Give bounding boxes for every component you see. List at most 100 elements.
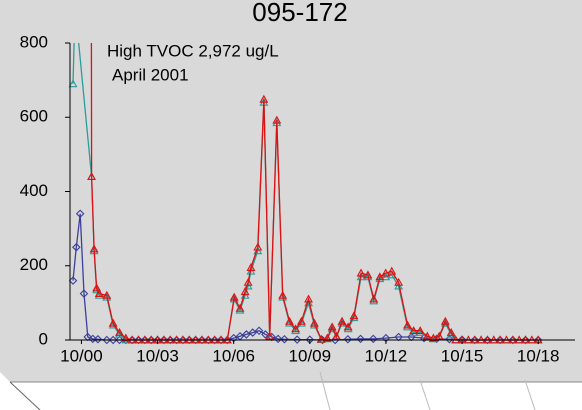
x-tick-label: 10/09 (289, 346, 332, 365)
data-point (521, 335, 530, 345)
annotation: High TVOC 2,972 ug/L (107, 41, 279, 60)
data-point (210, 335, 219, 345)
data-point (191, 335, 200, 345)
data-point (327, 322, 337, 331)
floor-line (319, 371, 331, 410)
data-point (381, 272, 391, 281)
data-point (83, 332, 93, 342)
data-point (87, 172, 97, 180)
data-point (243, 277, 253, 286)
data-point (495, 335, 505, 345)
data-point (394, 332, 403, 342)
data-point (242, 330, 251, 339)
data-point (246, 262, 256, 271)
data-point (387, 266, 397, 275)
x-tick-label: 10/18 (517, 346, 560, 365)
data-point (204, 335, 213, 345)
data-point (259, 94, 269, 103)
data-point (394, 277, 404, 286)
data-point (92, 285, 102, 294)
data-point (108, 335, 118, 345)
data-point (93, 334, 103, 344)
data-point (309, 320, 319, 329)
data-point (79, 289, 89, 298)
floor-line (419, 379, 431, 410)
data-point (68, 276, 78, 285)
data-point (285, 316, 294, 325)
data-point (297, 316, 306, 325)
data-point (102, 335, 112, 345)
data-point (102, 290, 112, 299)
data-point (445, 334, 454, 344)
x-tick-label: 10/12 (365, 346, 408, 365)
y-tick-label: 200 (20, 255, 48, 274)
y-tick-label: 400 (20, 181, 48, 200)
data-point (216, 335, 226, 345)
x-tick-label: 10/06 (212, 346, 255, 365)
data-point (121, 333, 131, 342)
data-point (343, 322, 353, 331)
data-point (304, 294, 313, 303)
data-point (428, 333, 438, 342)
data-point (343, 334, 353, 344)
data-point (235, 303, 245, 312)
data-point (363, 272, 373, 281)
data-point (223, 335, 232, 345)
data-point (470, 335, 480, 345)
data-point (102, 292, 112, 301)
data-point (349, 311, 359, 320)
data-point (240, 287, 250, 296)
data-point (394, 281, 404, 290)
data-point (178, 335, 188, 345)
data-point (422, 331, 432, 340)
data-point (229, 292, 239, 301)
data-point (94, 290, 104, 299)
data-point (356, 272, 366, 281)
data-point (415, 326, 425, 335)
data-point (434, 331, 444, 340)
data-point (246, 266, 256, 275)
data-point (140, 335, 150, 345)
data-point (235, 305, 245, 314)
data-point (368, 334, 378, 344)
data-point (68, 79, 78, 88)
data-point (440, 316, 450, 325)
data-point (261, 330, 270, 339)
y-tick-label: 0 (39, 329, 48, 348)
floor-edge (9, 381, 41, 410)
data-point (115, 327, 124, 336)
data-point (381, 268, 391, 277)
data-point (159, 335, 169, 345)
data-point (440, 318, 450, 327)
data-point (343, 324, 353, 333)
data-point (375, 272, 385, 281)
data-point (72, 242, 81, 252)
data-point (409, 326, 419, 335)
data-point (184, 335, 194, 345)
data-point (337, 316, 347, 325)
data-point (272, 115, 282, 124)
data-point (197, 335, 207, 345)
y-tick-label: 800 (20, 32, 48, 51)
data-point (273, 334, 283, 344)
data-point (508, 335, 518, 345)
data-point (332, 331, 341, 340)
annotation: April 2001 (112, 65, 189, 84)
data-point (280, 334, 289, 344)
data-point (92, 283, 102, 292)
x-tick-label: 10/15 (441, 346, 484, 365)
data-point (363, 270, 373, 279)
data-point (89, 244, 99, 253)
data-point (356, 268, 366, 277)
data-point (292, 335, 302, 344)
data-point (369, 294, 379, 303)
data-point (278, 292, 288, 301)
data-point (248, 328, 257, 337)
data-point (291, 326, 301, 335)
data-point (291, 324, 301, 333)
data-point (134, 335, 143, 345)
data-point (278, 290, 288, 299)
data-point (115, 335, 124, 345)
data-point (403, 320, 412, 329)
